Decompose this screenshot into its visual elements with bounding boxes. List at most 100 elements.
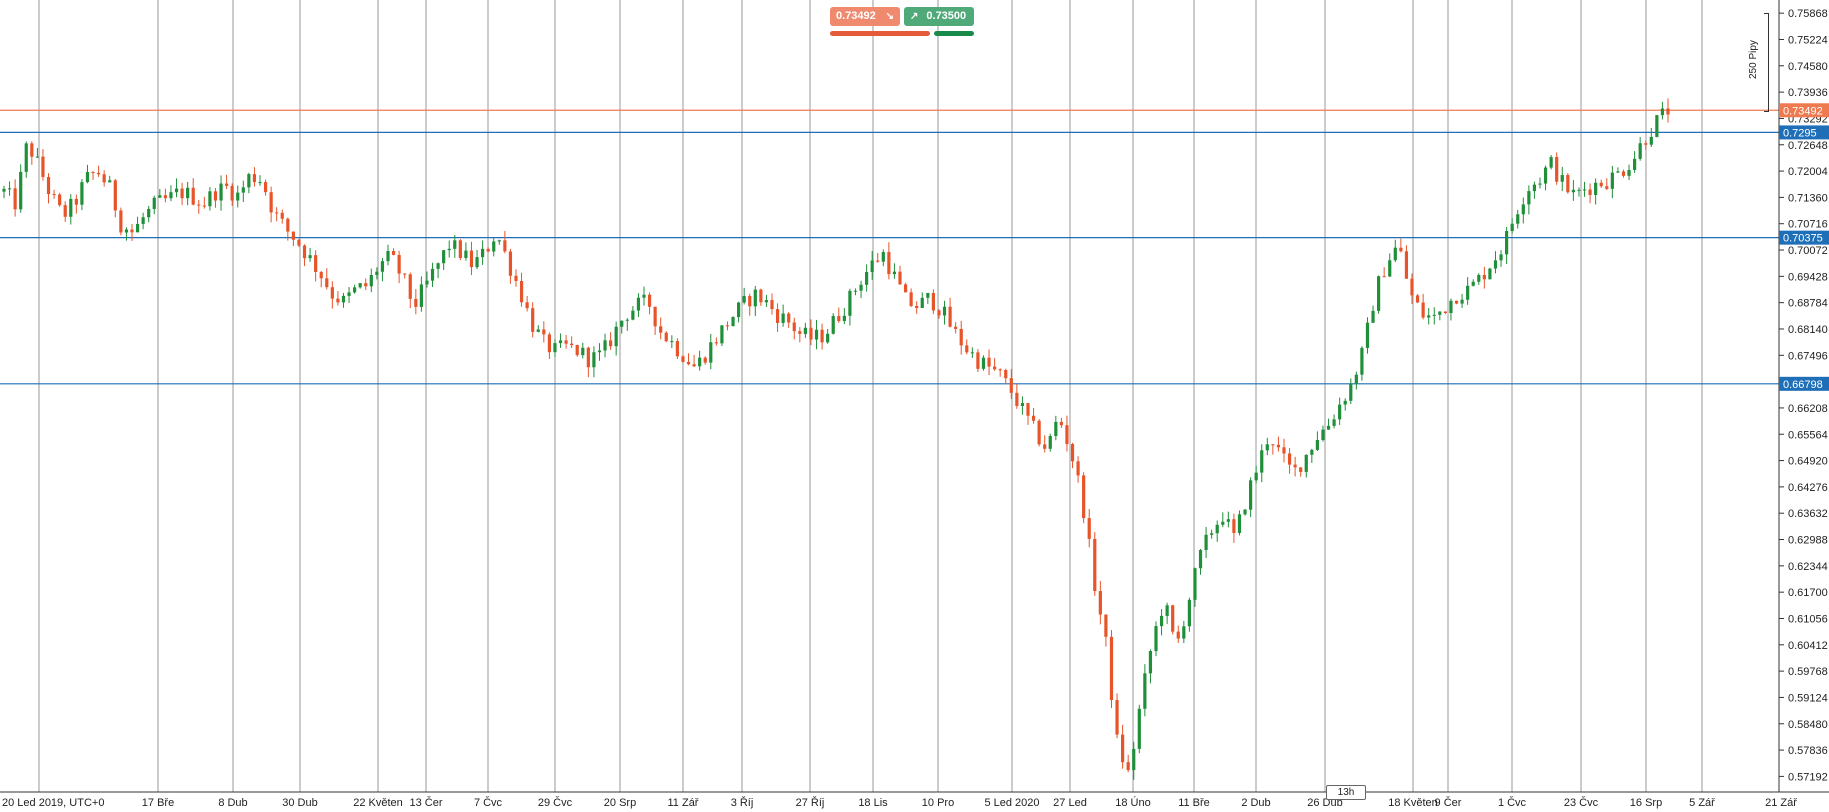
sell-button[interactable]: 0.73492 ↘: [830, 7, 900, 26]
candle-body: [1015, 392, 1019, 406]
candle-body: [926, 292, 930, 298]
candle-body: [147, 208, 151, 218]
candle-body: [85, 172, 90, 183]
x-tick-label: 21 Zář: [1765, 797, 1797, 809]
candle-body: [720, 325, 724, 344]
y-tick-label: 0.64276: [1788, 482, 1828, 494]
candle-body: [380, 261, 385, 272]
candle-body: [686, 361, 691, 365]
candle-body: [1065, 425, 1069, 445]
candle-body: [1343, 400, 1347, 405]
candle-body: [330, 287, 334, 299]
candle-body: [1644, 143, 1648, 145]
candle-body: [1148, 651, 1153, 674]
candle-body: [848, 290, 852, 316]
candle-body: [425, 280, 429, 285]
candle-body: [664, 332, 668, 342]
candle-body: [1454, 300, 1459, 304]
candle-body: [781, 313, 785, 323]
candle-body: [1599, 182, 1603, 187]
buy-button[interactable]: ↗ 0.73500: [904, 7, 974, 26]
candle-body: [1616, 171, 1620, 173]
candle-body: [898, 271, 902, 285]
candle-body: [954, 326, 958, 329]
candle-body: [186, 187, 190, 199]
timeframe-label[interactable]: 13h: [1326, 785, 1366, 800]
candle-body: [336, 298, 340, 303]
candle-body: [1410, 278, 1414, 296]
candle-body: [497, 240, 501, 242]
candle-body: [314, 255, 318, 272]
pips-measure-label: 250 Pipy: [1748, 40, 1759, 80]
candle-body: [1438, 311, 1442, 315]
candle-body: [870, 260, 874, 273]
candle-body: [1477, 274, 1481, 282]
candle-body: [614, 326, 618, 347]
candle-body: [1549, 157, 1553, 168]
candle-body: [1321, 429, 1325, 441]
candle-body: [959, 328, 963, 346]
candle-body: [1048, 436, 1052, 449]
candle-body: [1109, 636, 1114, 701]
candle-body: [191, 187, 195, 205]
y-tick-label: 0.60412: [1788, 640, 1828, 652]
candle-body: [442, 250, 446, 264]
candle-body: [375, 271, 379, 275]
candle-body: [564, 340, 568, 344]
price-axis: 0.758680.752240.745800.739360.732920.726…: [1779, 8, 1828, 783]
candle-body: [859, 284, 863, 291]
candle-body: [1354, 374, 1358, 384]
y-tick-label: 0.64920: [1788, 456, 1828, 468]
candle-body: [787, 313, 791, 323]
candle-body: [1365, 322, 1370, 348]
candle-body: [659, 326, 663, 333]
candle-body: [809, 327, 813, 340]
candle-body: [998, 369, 1002, 371]
candle-body: [1121, 734, 1125, 763]
candle-body: [447, 248, 451, 251]
candle-body: [681, 356, 685, 362]
candle-body: [24, 143, 28, 172]
candle-body: [1605, 186, 1609, 189]
x-tick-label: 20 Led 2019, UTC+0: [2, 797, 104, 809]
x-tick-label: 30 Dub: [282, 797, 317, 809]
candle-body: [302, 245, 307, 259]
candle-body: [1237, 514, 1242, 533]
candle-body: [625, 319, 629, 321]
candle-body: [887, 252, 891, 275]
candle-body: [291, 231, 295, 240]
x-tick-label: 2 Dub: [1241, 797, 1270, 809]
y-tick-label: 0.67496: [1788, 350, 1828, 362]
candle-body: [141, 217, 145, 224]
candle-body: [391, 251, 396, 255]
up-right-arrow-icon: ↗: [910, 11, 919, 22]
candle-body: [764, 300, 769, 303]
candle-body: [113, 180, 117, 211]
candle-body: [798, 331, 802, 334]
candle-body: [1293, 464, 1297, 468]
candle-body: [1187, 599, 1191, 627]
candle-body: [1388, 260, 1392, 277]
candle-body: [1421, 302, 1425, 318]
candle-body: [152, 197, 156, 209]
candle-body: [647, 294, 652, 307]
candle-body: [430, 268, 435, 281]
candle-body: [1098, 591, 1102, 615]
candle-body: [931, 292, 935, 311]
candle-body: [853, 290, 858, 292]
candle-body: [1304, 454, 1308, 472]
candle-body: [1249, 480, 1253, 510]
y-tick-label: 0.74580: [1788, 61, 1828, 73]
candle-body: [948, 306, 952, 327]
candle-body: [135, 223, 140, 233]
y-tick-label: 0.75224: [1788, 34, 1828, 46]
candle-body: [1505, 231, 1509, 255]
x-tick-label: 17 Bře: [142, 797, 174, 809]
candle-body: [364, 283, 368, 287]
x-tick-label: 22 Květen: [353, 797, 403, 809]
candle-body: [1198, 549, 1203, 569]
candle-body: [119, 210, 123, 233]
x-tick-label: 13 Čer: [409, 796, 442, 809]
candle-body: [453, 240, 457, 249]
